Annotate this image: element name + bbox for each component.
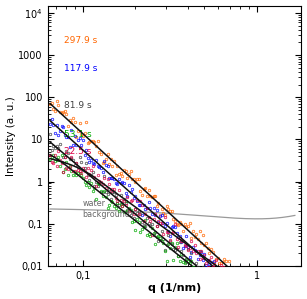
Text: 22.5 s: 22.5 s	[64, 147, 91, 156]
Y-axis label: Intensity (a. u.): Intensity (a. u.)	[6, 96, 16, 176]
Text: 81.9 s: 81.9 s	[64, 101, 91, 110]
Text: water
background: water background	[83, 199, 130, 219]
X-axis label: q (1/nm): q (1/nm)	[148, 283, 201, 293]
Text: 297.9 s: 297.9 s	[64, 36, 97, 45]
Text: 53.1 s: 53.1 s	[64, 130, 91, 139]
Text: 117.9 s: 117.9 s	[64, 64, 97, 73]
